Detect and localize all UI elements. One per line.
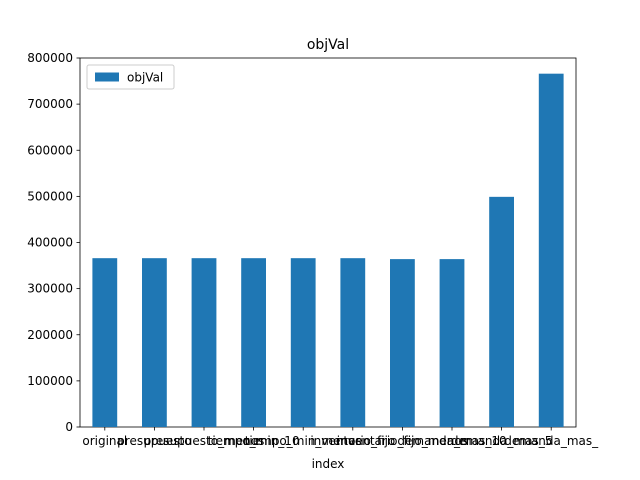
bar-demanda_mas_ (538, 73, 564, 428)
y-tick-label: 800000 (27, 51, 73, 65)
x-axis: originalpresupuestopresupuesto_menostiem… (82, 427, 599, 448)
legend-box (86, 64, 175, 90)
x-axis-label: index (312, 457, 345, 471)
bar-demanda_mas_10 (439, 259, 465, 427)
bar-presupuesto (142, 258, 167, 427)
bar-original (92, 258, 118, 427)
x-tick-label: demanda_mas_10 (397, 434, 506, 448)
x-tick-label: tiempo_min_10 (208, 434, 300, 448)
x-tick-label: inventario_fijo (310, 434, 395, 448)
bar-demanda_mas_5 (489, 196, 514, 427)
y-tick-label: 700000 (27, 97, 73, 111)
y-tick-label: 500000 (27, 189, 73, 203)
bar-tiempo_min_10 (241, 258, 266, 427)
bar-tiempo_min_menos (290, 258, 316, 427)
x-tick-label: presupuesto_menos (144, 434, 265, 448)
y-tick-label: 600000 (27, 143, 73, 157)
x-tick-label: tiempo_min_menos (245, 434, 362, 448)
bar-inventario_fijo (340, 258, 366, 427)
legend: objVal (86, 64, 175, 90)
x-tick-label: original (82, 434, 127, 448)
y-tick-label: 200000 (27, 328, 73, 342)
x-tick-label: inventario_fijo_menos (337, 434, 468, 448)
x-tick-label: demanda_mas_ (504, 434, 599, 448)
chart-title: objVal (307, 37, 349, 53)
y-axis: 0 100000 200000 300000 400000 500000 600000 700… (27, 51, 80, 434)
y-tick-label: 300000 (27, 282, 73, 296)
bar-presupuesto_menos (191, 258, 217, 427)
x-tick-label: presupuesto (117, 434, 191, 448)
bar-series (92, 73, 564, 428)
legend-label: objVal (127, 71, 163, 85)
x-tick-label: demanda_mas_5 (451, 434, 553, 448)
y-tick-label: 0 (65, 420, 73, 434)
y-tick-label: 100000 (27, 374, 73, 388)
bar-inventario_fijo_menos (390, 259, 415, 427)
legend-swatch (95, 72, 119, 82)
y-tick-label: 400000 (27, 236, 73, 250)
